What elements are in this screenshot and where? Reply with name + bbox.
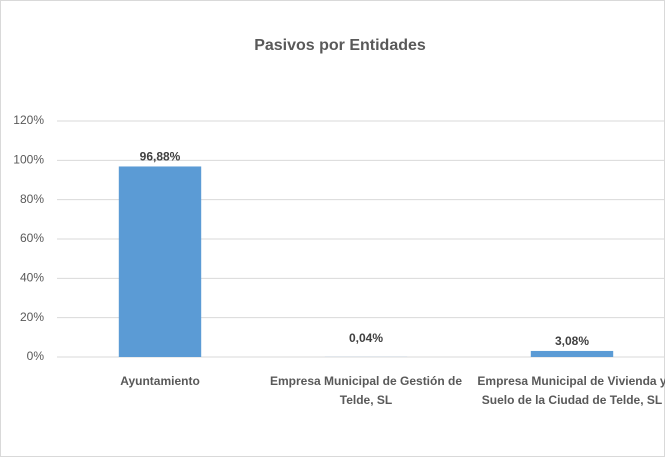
y-tick-label: 80% [20,192,44,206]
x-tick-label: Empresa Municipal de Vivienda y Suelo de… [477,374,665,407]
y-tick-label: 60% [20,231,44,245]
chart-title: Pasivos por Entidades [254,37,426,54]
y-tick-label: 100% [13,153,44,167]
y-tick-label: 20% [20,310,44,324]
data-label: 3,08% [555,334,589,348]
bar [530,350,614,357]
data-label: 0,04% [349,331,383,345]
y-tick-label: 40% [20,271,44,285]
x-tick-label: Empresa Municipal de Gestión de Telde, S… [269,374,463,407]
y-tick-label: 0% [27,349,45,363]
y-tick-label: 120% [13,113,44,127]
bar [118,166,202,357]
x-tick-label: Ayuntamiento [120,374,200,388]
data-label: 96,88% [140,150,181,164]
